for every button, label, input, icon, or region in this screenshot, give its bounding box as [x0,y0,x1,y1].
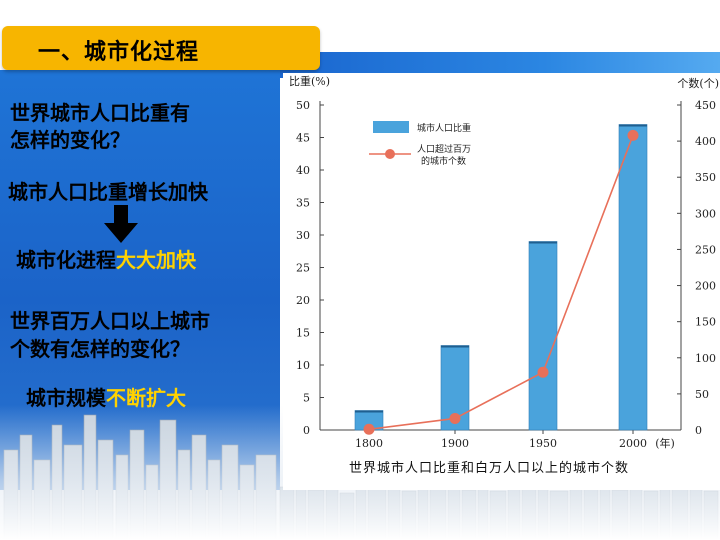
line-series [363,129,639,435]
chart-panel: 城市人口比重 人口超过百万 的城市个数 0 5 10 15 20 25 30 35 40 45 50 0 5… [283,73,720,490]
bar [528,241,558,431]
y-right-tick-label: 100 [695,352,716,365]
line-point [363,423,375,435]
y-right-tick-label: 200 [695,280,716,293]
y-left-tick-label: 40 [296,164,310,177]
legend-line-marker [385,149,395,159]
y-left-tick-label: 5 [303,392,310,405]
y-left-tick-label: 35 [296,197,310,210]
line-point [449,412,461,424]
x-axis-unit: (年) [655,436,675,450]
question-urban-ratio: 世界城市人口比重有 怎样的变化？ [10,100,190,154]
y-left-tick-label: 0 [303,424,310,437]
y-right-tick-label: 250 [695,243,716,256]
line-point [627,129,639,141]
bar-top [355,410,383,413]
x-tick-label: 1950 [529,437,557,450]
y-left-axis-label: 比重(%) [289,74,330,88]
legend-line-label-1: 人口超过百万 [417,143,471,155]
legend-line-label-2: 的城市个数 [421,155,466,167]
bar-series [354,124,648,431]
y-left-tick-label: 25 [296,262,310,275]
y-right-tick-label: 400 [695,135,716,148]
x-tick-label: 2000 [619,437,647,450]
bar-top [619,124,647,127]
title-box: 一、城市化过程 [2,26,320,70]
y-right-tick-label: 350 [695,171,716,184]
line-path [368,135,634,431]
answer-urbanization-pace-highlight: 大大加快 [116,248,196,272]
page-title: 一、城市化过程 [38,40,200,65]
question-city-count-line1: 世界百万人口以上城市 [10,309,210,333]
bar-top [441,345,469,348]
y-right-tick-label: 300 [695,207,716,220]
answer-urbanization-pace-prefix: 城市化进程 [16,248,116,272]
answer-urbanization-pace: 城市化进程大大加快 [16,244,196,273]
y-left-tick-label: 45 [296,132,310,145]
question-city-count-line2: 个数有怎样的变化？ [10,337,190,361]
y-left-tick-label: 20 [296,294,310,307]
x-tick-label: 1800 [355,437,383,450]
y-right-tick-label: 450 [695,99,716,112]
question-urban-ratio-line1: 世界城市人口比重有 [10,101,190,125]
legend-bar-label: 城市人口比重 [417,122,471,134]
y-left-tick-label: 15 [296,327,310,340]
question-urban-ratio-line2: 怎样的变化？ [10,128,130,152]
bar [618,124,648,431]
y-left-tick-label: 10 [296,359,310,372]
line-point [537,366,549,378]
chart-caption: 世界城市人口比重和白万人口以上的城市个数 [349,460,629,476]
legend-bar-swatch [373,121,409,133]
answer-ratio-growth: 城市人口比重增长加快 [8,180,208,204]
bar-top [529,241,557,244]
down-arrow-icon [104,205,138,243]
x-tick-label: 1900 [441,437,469,450]
question-city-count: 世界百万人口以上城市 个数有怎样的变化？ [10,307,210,363]
y-left-tick-label: 30 [296,229,310,242]
y-right-tick-label: 50 [695,388,709,401]
y-right-axis-label: 个数(个) [677,77,719,90]
y-right-tick-label: 150 [695,316,716,329]
y-right-tick-label: 0 [695,424,702,437]
chart-labels: 0 5 10 15 20 25 30 35 40 45 50 0 50 100 150 200 250 300 35… [289,74,719,476]
y-left-tick-label: 50 [296,99,310,112]
